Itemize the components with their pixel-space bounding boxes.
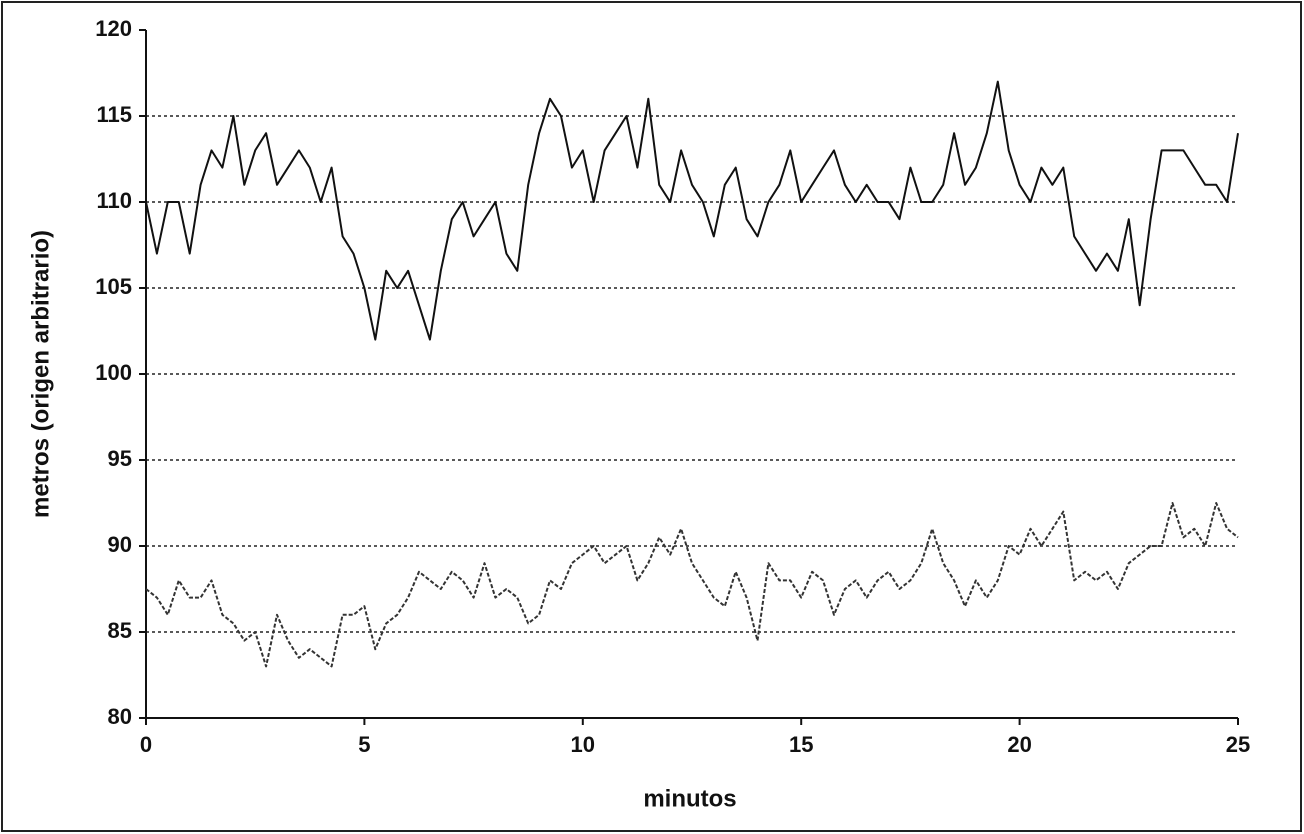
y-tick-label: 85 xyxy=(108,618,132,643)
y-tick-label: 120 xyxy=(95,16,132,41)
y-tick-label: 110 xyxy=(97,188,133,213)
y-tick-label: 95 xyxy=(108,446,132,471)
x-tick-label: 0 xyxy=(140,732,152,757)
line-series xyxy=(145,80,1239,341)
y-tick-label: 90 xyxy=(108,532,132,557)
line-series xyxy=(145,502,1239,668)
x-tick-label: 15 xyxy=(789,732,813,757)
y-axis-label: metros (origen arbitrario) xyxy=(27,230,54,518)
x-tick-label: 25 xyxy=(1226,732,1250,757)
x-tick-label: 10 xyxy=(571,732,595,757)
y-tick-label: 105 xyxy=(95,274,132,299)
x-tick-label: 20 xyxy=(1007,732,1031,757)
y-tick-label: 100 xyxy=(95,360,132,385)
x-axis-label: minutos xyxy=(643,785,736,812)
y-tick-label: 115 xyxy=(97,102,133,127)
x-tick-label: 5 xyxy=(358,732,370,757)
y-tick-label: 80 xyxy=(108,704,132,729)
